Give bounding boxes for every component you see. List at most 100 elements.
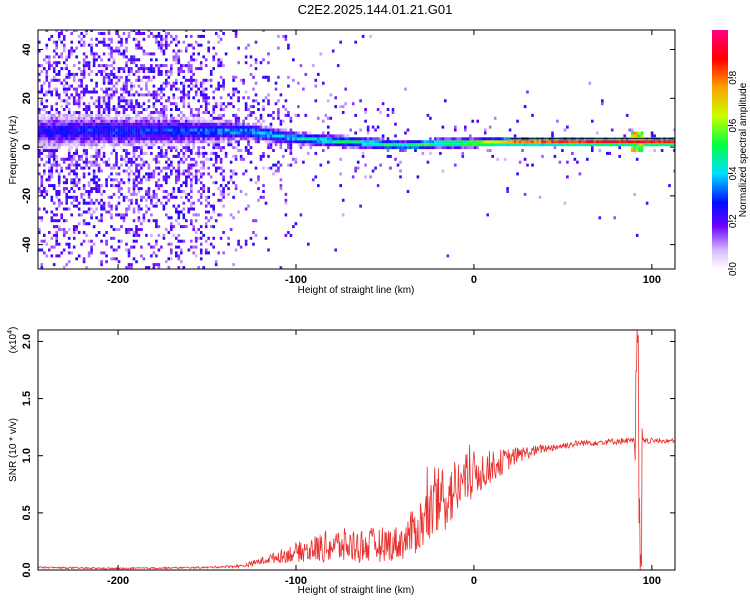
heatmap-cell: [80, 84, 83, 88]
heatmap-cell: [120, 67, 123, 71]
heatmap-cell: [82, 108, 86, 111]
heatmap-cell: [444, 137, 447, 141]
heatmap-cell: [287, 46, 290, 50]
heatmap-cell: [259, 154, 263, 158]
heatmap-cell: [160, 245, 163, 249]
heatmap-cell: [157, 178, 161, 182]
heatmap-cell: [92, 131, 96, 135]
heatmap-cell: [214, 263, 218, 267]
heatmap-cell: [165, 134, 168, 138]
heatmap-cell: [576, 160, 579, 164]
heatmap-cell: [426, 160, 430, 164]
heatmap-cell: [82, 166, 86, 170]
heatmap-cell: [192, 213, 195, 217]
heatmap-cell: [165, 175, 168, 179]
heatmap-cell: [222, 119, 225, 123]
heatmap-cell: [62, 231, 66, 234]
heatmap-cell: [45, 43, 49, 47]
heatmap-cell: [48, 143, 51, 147]
heatmap-cell: [199, 134, 203, 138]
heatmap-cell: [588, 143, 592, 147]
heatmap-cell: [204, 99, 208, 103]
heatmap-cell: [182, 213, 186, 217]
heatmap-cell: [406, 128, 410, 132]
heatmap-cell: [247, 122, 250, 126]
heatmap-cell: [640, 140, 644, 144]
heatmap-cell: [157, 248, 161, 252]
heatmap-cell: [87, 128, 91, 132]
heatmap-cell: [327, 143, 330, 147]
heatmap-cell: [165, 149, 168, 152]
heatmap-cell: [175, 172, 178, 176]
heatmap-cell: [117, 143, 121, 147]
heatmap-cell: [553, 146, 557, 150]
heatmap-cell: [122, 99, 126, 103]
heatmap-cell: [55, 108, 58, 111]
heatmap-cell: [244, 90, 248, 94]
heatmap-cell: [232, 172, 235, 176]
heatmap-cell: [82, 222, 86, 226]
heatmap-cell: [87, 113, 91, 117]
heatmap-cell: [87, 64, 91, 68]
heatmap-cell: [175, 210, 178, 214]
heatmap-cell: [48, 90, 51, 94]
heatmap-cell: [57, 198, 61, 202]
heatmap-cell: [130, 99, 133, 103]
heatmap-cell: [45, 78, 49, 82]
heatmap-cell: [464, 125, 467, 129]
heatmap-cell: [192, 122, 195, 126]
heatmap-cell: [40, 113, 44, 117]
heatmap-cell: [185, 119, 188, 123]
heatmap-cell: [57, 192, 61, 196]
heatmap-cell: [90, 245, 93, 249]
heatmap-cell: [167, 75, 171, 79]
heatmap-cell: [117, 40, 121, 44]
heatmap-cell: [87, 134, 91, 138]
heatmap-cell: [349, 146, 352, 150]
heatmap-cell: [190, 219, 193, 223]
heatmap-cell: [182, 70, 186, 73]
heatmap-cell: [117, 67, 121, 71]
heatmap-cell: [85, 55, 88, 59]
heatmap-cell: [187, 78, 191, 82]
heatmap-cell: [107, 157, 111, 161]
heatmap-cell: [207, 96, 210, 100]
heatmap-cell: [202, 137, 205, 141]
heatmap-cell: [322, 131, 325, 135]
heatmap-cell: [157, 93, 161, 97]
heatmap-cell: [182, 266, 186, 269]
heatmap-cell: [563, 128, 567, 132]
heatmap-cell: [232, 30, 235, 32]
heatmap-cell: [344, 146, 347, 150]
heatmap-cell: [167, 125, 171, 129]
heatmap-cell: [194, 93, 198, 97]
heatmap-cell: [97, 70, 101, 73]
heatmap-cell: [102, 78, 106, 82]
heatmap-cell: [43, 125, 46, 129]
heatmap-cell: [344, 134, 347, 138]
heatmap-cell: [356, 137, 360, 141]
heatmap-cell: [50, 154, 54, 158]
heatmap-cell: [185, 78, 188, 82]
heatmap-cell: [75, 149, 78, 152]
heatmap-cell: [122, 84, 126, 88]
heatmap-cell: [140, 137, 143, 141]
heatmap-cell: [197, 228, 200, 231]
heatmap-cell: [57, 55, 61, 59]
heatmap-cell: [217, 128, 220, 132]
heatmap-cell: [157, 116, 161, 120]
heatmap-cell: [165, 116, 168, 120]
heatmap-cell: [262, 30, 265, 32]
heatmap-cell: [95, 128, 98, 132]
heatmap-cell: [272, 128, 275, 132]
heatmap-cell: [603, 140, 607, 144]
heatmap-cell: [561, 149, 564, 152]
heatmap-cell: [72, 102, 76, 106]
heatmap-cell: [399, 146, 402, 150]
heatmap-cell: [125, 75, 128, 79]
heatmap-cell: [92, 175, 96, 179]
heatmap-cell: [127, 72, 131, 76]
heatmap-cell: [72, 195, 76, 199]
heatmap-cell: [102, 134, 106, 138]
heatmap-cell: [446, 143, 450, 147]
